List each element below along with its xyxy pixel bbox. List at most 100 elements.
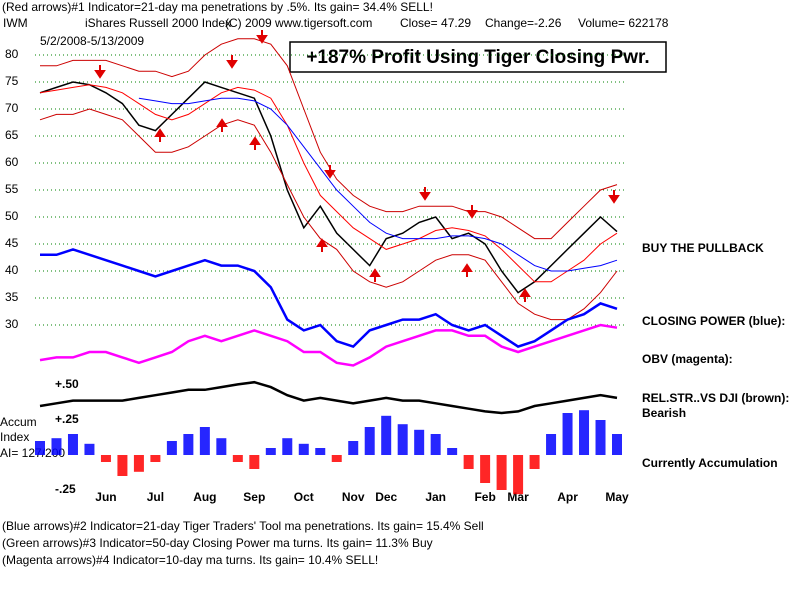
- y-tick-label: 80: [5, 47, 19, 61]
- ai-bar: [100, 455, 111, 462]
- volume: Volume= 622178: [578, 16, 669, 30]
- x-tick-label: Jun: [95, 490, 116, 504]
- ai-bar: [232, 455, 243, 462]
- ai-bar: [447, 448, 458, 455]
- banner-box: [289, 41, 667, 73]
- sell-arrow: [94, 65, 106, 79]
- ai-bar: [84, 443, 95, 455]
- x-tick-label: Jul: [147, 490, 164, 504]
- date-range: 5/2/2008-5/13/2009: [40, 34, 144, 48]
- annotation: AI= 127/200: [0, 446, 65, 460]
- sell-arrow: [419, 187, 431, 201]
- ai-bar: [331, 455, 342, 462]
- ai-bar: [183, 434, 194, 455]
- x-tick-label: May: [605, 490, 629, 504]
- ai-bar: [166, 441, 177, 455]
- y-tick-label: 45: [5, 236, 19, 250]
- series-line: [40, 248, 618, 349]
- x-tick-label: Feb: [474, 490, 495, 504]
- buy-arrow: [461, 263, 473, 277]
- x-tick-label: Nov: [342, 490, 365, 504]
- ai-bar: [35, 441, 45, 455]
- ai-bar: [265, 448, 276, 455]
- series-line: [39, 380, 618, 415]
- ai-bar: [348, 441, 359, 455]
- ai-bar: [364, 427, 375, 455]
- series-line: [39, 323, 618, 367]
- y-tick-label: 55: [5, 182, 19, 196]
- ai-bar: [150, 455, 161, 462]
- copyright: (C) 2009 www.tigersoft.com: [225, 16, 372, 30]
- header-line: (Red arrows)#1 Indicator=21-day ma penet…: [2, 0, 433, 14]
- y-tick-label: -.25: [55, 482, 76, 496]
- annotation: Bearish: [642, 406, 686, 420]
- ai-bar: [579, 410, 590, 455]
- series-line: [138, 97, 618, 272]
- y-tick-label: +.50: [55, 377, 79, 391]
- ai-bar: [315, 448, 326, 455]
- ai-bar: [117, 455, 128, 476]
- y-tick-label: 70: [5, 101, 19, 115]
- ai-bar: [595, 420, 606, 455]
- y-tick-label: 75: [5, 74, 19, 88]
- x-tick-label: Oct: [294, 490, 314, 504]
- x-tick-label: Dec: [375, 490, 397, 504]
- buy-arrow: [154, 128, 166, 142]
- annotation: BUY THE PULLBACK: [642, 241, 764, 255]
- y-tick-label: 30: [5, 317, 19, 331]
- panel-title: Accum: [0, 415, 37, 429]
- legend-entry: OBV (magenta):: [642, 352, 733, 366]
- x-tick-label: Mar: [507, 490, 529, 504]
- y-tick-label: 50: [5, 209, 19, 223]
- ai-bar: [546, 434, 557, 455]
- x-tick-label: Aug: [193, 490, 216, 504]
- ai-bar: [430, 434, 441, 455]
- ai-bar: [133, 455, 144, 472]
- sell-arrow: [256, 30, 268, 44]
- series-line: [40, 38, 618, 240]
- legend-entry: CLOSING POWER (blue):: [642, 314, 785, 328]
- close: Close= 47.29: [400, 16, 471, 30]
- buy-arrow: [316, 238, 328, 252]
- series-line: [39, 108, 618, 321]
- banner: +187% Profit Using Tiger Closing Pwr.: [306, 47, 649, 68]
- sell-arrow: [608, 190, 620, 204]
- ai-bar: [480, 455, 491, 483]
- ai-bar: [414, 429, 425, 455]
- y-tick-label: 65: [5, 128, 19, 142]
- ai-bar: [612, 434, 622, 455]
- ai-bar: [463, 455, 474, 469]
- ai-bar: [381, 415, 392, 455]
- ai-bar: [513, 455, 524, 495]
- sell-arrow: [324, 165, 336, 179]
- change: Change=-2.26: [485, 16, 562, 30]
- sell-arrow: [226, 55, 238, 69]
- ai-bar: [199, 427, 210, 455]
- ai-bar: [282, 438, 293, 455]
- footer-line: (Magenta arrows)#4 Indicator=10-day ma t…: [2, 553, 378, 567]
- x-tick-label: Apr: [557, 490, 578, 504]
- y-tick-label: 40: [5, 263, 19, 277]
- panel-title: Index: [0, 430, 29, 444]
- buy-arrow: [249, 136, 261, 150]
- ai-bar: [67, 434, 78, 455]
- ai-bar: [216, 438, 227, 455]
- ai-bar: [397, 424, 408, 455]
- series-line: [39, 81, 618, 294]
- ai-bar: [562, 413, 573, 455]
- legend-entry: REL.STR..VS DJI (brown):: [642, 391, 789, 405]
- y-tick-label: 60: [5, 155, 19, 169]
- y-tick-label: +.25: [55, 412, 79, 426]
- series-line: [39, 84, 618, 283]
- footer-line: (Blue arrows)#2 Indicator=21-day Tiger T…: [2, 519, 484, 533]
- ai-bar: [249, 455, 260, 469]
- buy-arrow: [216, 118, 228, 132]
- ai-bar: [51, 438, 62, 455]
- annotation: Currently Accumulation: [642, 456, 778, 470]
- buy-arrow: [369, 268, 381, 282]
- footer-line: (Green arrows)#3 Indicator=50-day Closin…: [2, 536, 433, 550]
- x-tick-label: Sep: [243, 490, 265, 504]
- ai-bar: [298, 443, 309, 455]
